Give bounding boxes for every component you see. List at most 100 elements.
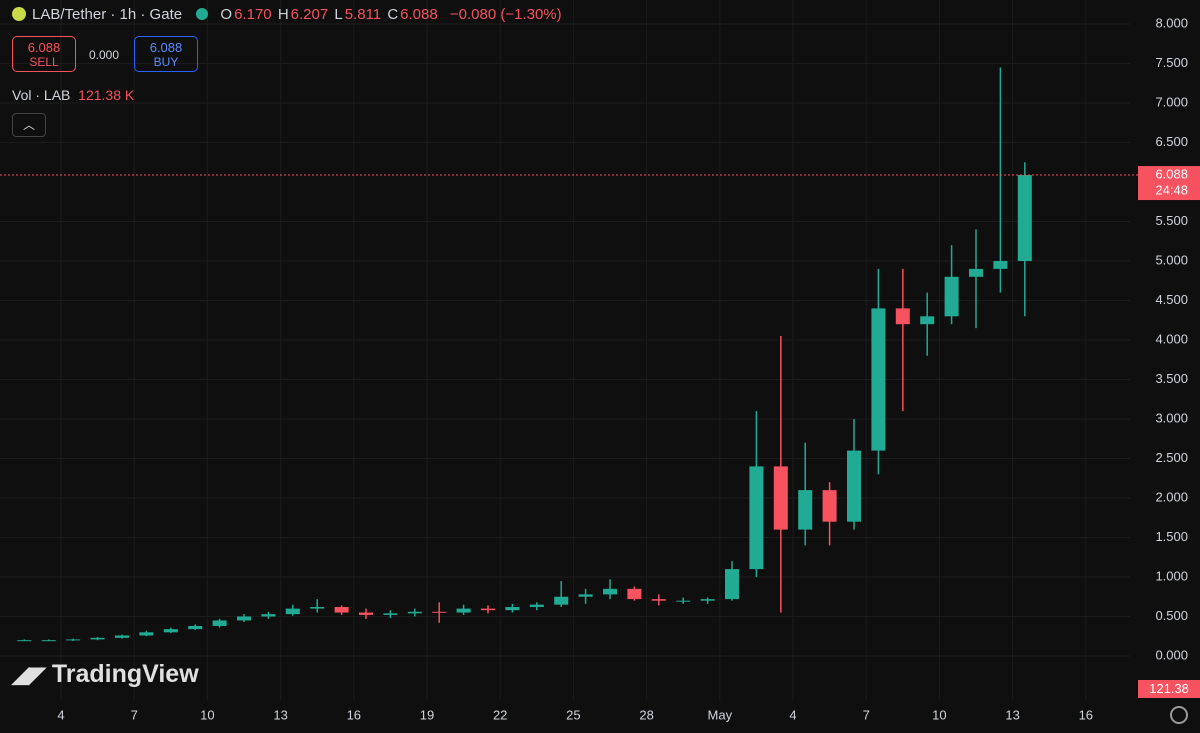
symbol-icon [12, 7, 26, 21]
candle-body [749, 466, 764, 570]
candle-body [944, 276, 959, 317]
x-tick-label: 16 [1079, 707, 1093, 722]
header: LAB/Tether · 1h · Gate O 6.170 H 6.207 L 5.… [12, 6, 564, 23]
y-tick-label: 6.500 [1155, 134, 1188, 149]
status-dot [196, 8, 209, 20]
x-tick-label: 25 [566, 707, 580, 722]
collapse-button[interactable]: ︿ [12, 113, 46, 137]
countdown-label: 24:48 [1155, 182, 1188, 197]
ohlc-value: 6.088 [400, 6, 438, 23]
candle-body [115, 635, 129, 638]
last-price-label: 6.088 [1155, 166, 1188, 181]
candle-body [969, 268, 983, 277]
last-price-box [1138, 166, 1200, 201]
spread: 0.000 [89, 48, 120, 62]
candle-body [822, 490, 837, 522]
candle-body [627, 588, 642, 600]
sell-button[interactable]: 6.088 SELL [12, 36, 76, 72]
volume-value: 121.38 K [78, 87, 135, 103]
candle-body [407, 611, 422, 614]
candle-body [529, 604, 544, 608]
candle-body [383, 613, 398, 615]
candle-body [725, 569, 739, 600]
candle-body [334, 607, 349, 613]
x-tick-label: 10 [200, 707, 214, 722]
x-tick-label: 10 [932, 707, 946, 722]
candle-body [432, 611, 447, 613]
buy-label: BUY [153, 55, 179, 69]
candle-body [798, 490, 813, 530]
ohlc-value: 5.811 [344, 6, 382, 23]
candle-body [310, 607, 325, 609]
candle-body [41, 640, 56, 642]
candle-body [578, 594, 593, 597]
candle-body [651, 599, 666, 601]
volume-legend: Vol · LAB 121.38 K [12, 87, 134, 103]
x-tick-label: 4 [57, 707, 64, 722]
change: −0.080 (−1.30%) [449, 6, 562, 23]
x-tick-label: 19 [420, 707, 434, 722]
buy-price: 6.088 [149, 40, 183, 55]
sell-price: 6.088 [27, 40, 61, 55]
x-tick-label: 28 [639, 707, 653, 722]
candle-body [700, 599, 715, 601]
candle-body [212, 620, 227, 626]
candle-body [603, 588, 617, 595]
logo: ◢◤ TradingView [12, 660, 199, 689]
candle-body [261, 614, 276, 617]
candle-body [456, 608, 471, 613]
y-tick-label: 2.500 [1155, 450, 1188, 465]
ohlc-value: 6.207 [290, 6, 329, 23]
candle-body [676, 600, 691, 602]
candle-body [481, 608, 495, 611]
y-tick-label: 7.000 [1155, 94, 1188, 109]
y-tick-label: 2.000 [1155, 489, 1188, 504]
candle-body [871, 308, 886, 451]
candle-body [773, 466, 788, 530]
y-tick-label: 3.500 [1155, 371, 1188, 386]
ohlc-label: H [277, 6, 289, 23]
candle-body [1017, 175, 1032, 261]
y-tick-label: 4.500 [1155, 292, 1188, 307]
candle-body [285, 608, 300, 615]
y-tick-label: 4.000 [1155, 331, 1188, 346]
x-tick-label: 22 [493, 707, 507, 722]
y-tick-label: 1.500 [1155, 529, 1188, 544]
y-tick-label: 1.000 [1155, 568, 1188, 583]
candle-body [554, 596, 569, 605]
buy-button[interactable]: 6.088 BUY [134, 36, 198, 72]
settings-button[interactable] [1170, 706, 1188, 724]
symbol[interactable]: LAB/Tether · 1h · Gate [32, 6, 183, 23]
y-tick-label: 8.000 [1155, 15, 1188, 30]
sell-label: SELL [29, 55, 59, 69]
x-tick-label: 7 [863, 707, 870, 722]
y-tick-label: 3.000 [1155, 410, 1188, 425]
x-tick-label: 7 [131, 707, 138, 722]
x-tick-label: May [708, 707, 733, 722]
y-tick-label: 5.000 [1155, 252, 1188, 267]
x-tick-label: 13 [273, 707, 287, 722]
candle-body [847, 450, 861, 522]
volume-label: Vol · LAB [12, 87, 71, 103]
y-tick-label: 7.500 [1155, 55, 1188, 70]
x-tick-label: 13 [1005, 707, 1019, 722]
ohlc-label: C [387, 6, 399, 23]
candle-body [139, 632, 154, 636]
candle-body [237, 616, 251, 621]
ohlc-label: O [220, 6, 233, 23]
candle-body [90, 637, 105, 640]
candle-body [920, 316, 935, 325]
x-tick-label: 16 [347, 707, 361, 722]
logo-text: TradingView [51, 660, 199, 688]
logo-mark: ◢◤ [12, 662, 46, 687]
volume-axis-label: 121.38 [1138, 680, 1200, 698]
candle-body [188, 625, 203, 630]
ohlc-value: 6.170 [234, 6, 272, 23]
candle-body [505, 607, 520, 611]
x-tick-label: 4 [789, 707, 796, 722]
candle-body [895, 308, 910, 325]
candle-body [163, 629, 178, 633]
y-tick-label: 0.500 [1155, 608, 1188, 623]
